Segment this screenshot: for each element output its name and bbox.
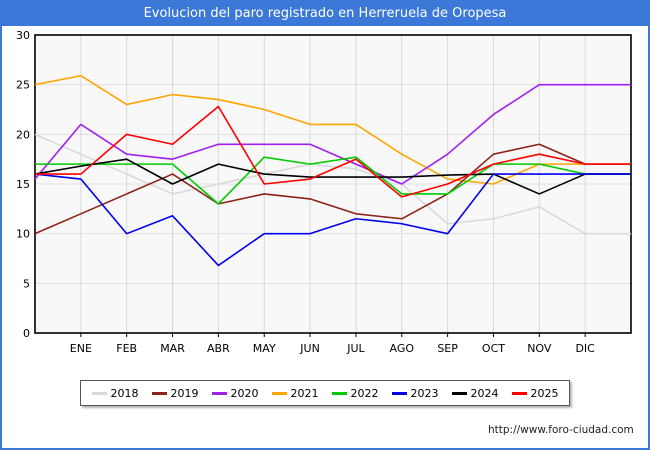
- x-axis-tick-label: MAY: [253, 342, 276, 355]
- plot-border: [34, 34, 632, 334]
- legend-item-2020[interactable]: 2020: [211, 386, 259, 400]
- legend-swatch-2021: [271, 391, 287, 395]
- chart-legend: 2018 2019 2020 2021 2022 2023 2024 2025: [80, 380, 570, 406]
- legend-label-2025: 2025: [530, 386, 559, 400]
- legend-swatch-2022: [331, 391, 347, 395]
- series-line-2025: [35, 105, 631, 198]
- legend-label-2022: 2022: [350, 386, 379, 400]
- legend-swatch-2024: [451, 391, 467, 395]
- legend-swatch-2020: [211, 391, 227, 395]
- x-axis-tick-label: ENE: [70, 342, 92, 355]
- legend-item-2019[interactable]: 2019: [151, 386, 199, 400]
- x-axis-tick-label: AGO: [390, 342, 415, 355]
- page-title: Evolucion del paro registrado en Herreru…: [143, 6, 507, 21]
- x-axis-tick-label: JUN: [299, 342, 320, 355]
- x-axis-tick-label: NOV: [527, 342, 552, 355]
- legend-item-2023[interactable]: 2023: [391, 386, 439, 400]
- series-line-2024: [34, 158, 631, 195]
- chart-canvas: 0 5 10 15 20 25 30 ENE FEB MAR ABR MAY JUN JUL AGO SEP O…: [2, 26, 648, 448]
- legend-label-2021: 2021: [290, 386, 319, 400]
- x-axis-tick-label: MAR: [160, 342, 185, 355]
- y-axis-tick-label: 10: [16, 228, 30, 241]
- series-line-2020: [34, 83, 631, 185]
- legend-item-2018[interactable]: 2018: [91, 386, 139, 400]
- y-axis-tick-label: 20: [16, 128, 30, 141]
- legend-label-2020: 2020: [230, 386, 259, 400]
- line-chart: 0 5 10 15 20 25 30 ENE FEB MAR ABR MAY JUN JUL AGO SEP O…: [16, 29, 632, 355]
- series-line-2021: [34, 74, 631, 185]
- y-axis-tick-label: 30: [16, 29, 30, 42]
- window-title-bar: Evolucion del paro registrado en Herreru…: [2, 2, 648, 26]
- y-axis-tick-label: 0: [23, 327, 30, 340]
- legend-swatch-2018: [91, 391, 107, 395]
- series-line-2023: [34, 173, 631, 267]
- series-line-2018: [34, 133, 631, 235]
- x-axis-tick-label: OCT: [482, 342, 505, 355]
- legend-swatch-2025: [511, 391, 527, 395]
- x-axis-tick-label: DIC: [575, 342, 595, 355]
- legend-label-2019: 2019: [170, 386, 199, 400]
- y-axis-tick-label: 25: [16, 79, 30, 92]
- legend-item-2022[interactable]: 2022: [331, 386, 379, 400]
- series-line-2019: [34, 143, 631, 235]
- legend-item-2021[interactable]: 2021: [271, 386, 319, 400]
- legend-swatch-2023: [391, 391, 407, 395]
- x-axis-tick-label: SEP: [437, 342, 458, 355]
- x-axis-tick-label: ABR: [207, 342, 230, 355]
- legend-label-2023: 2023: [410, 386, 439, 400]
- y-axis-tick-label: 5: [23, 277, 30, 290]
- legend-label-2018: 2018: [110, 386, 139, 400]
- legend-item-2024[interactable]: 2024: [451, 386, 499, 400]
- legend-item-2025[interactable]: 2025: [511, 386, 559, 400]
- x-axis-tick-label: JUL: [346, 342, 365, 355]
- legend-label-2024: 2024: [470, 386, 499, 400]
- x-axis-tick-label: FEB: [116, 342, 137, 355]
- legend-swatch-2019: [151, 391, 167, 395]
- y-axis-tick-label: 15: [16, 178, 30, 191]
- source-url: http://www.foro-ciudad.com: [488, 424, 634, 436]
